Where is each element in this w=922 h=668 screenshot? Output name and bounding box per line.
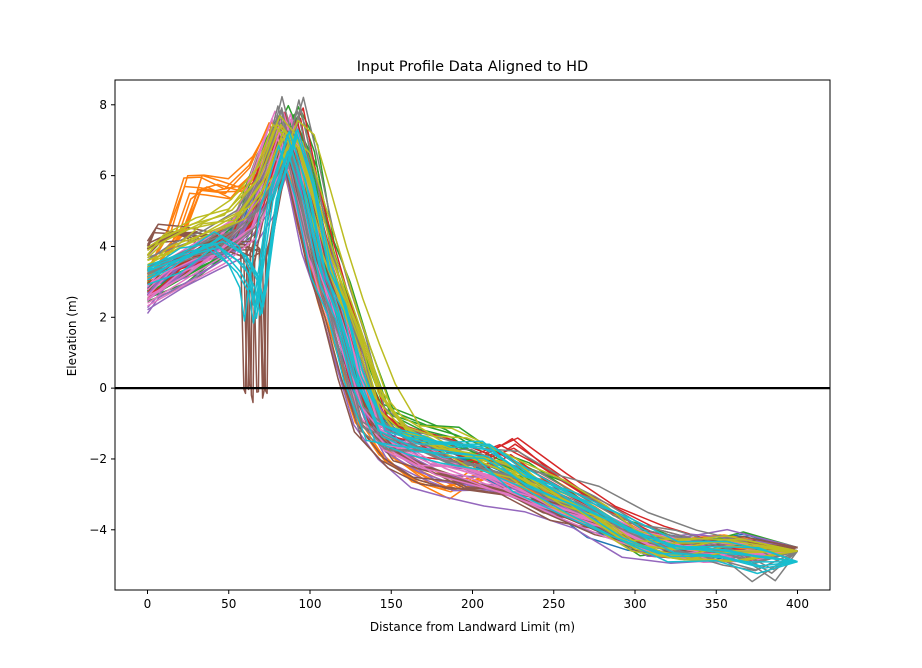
y-axis-label: Elevation (m) xyxy=(65,296,79,377)
y-tick-label: −4 xyxy=(89,523,107,537)
x-axis-label: Distance from Landward Limit (m) xyxy=(370,620,575,634)
chart-title: Input Profile Data Aligned to HD xyxy=(357,59,588,75)
series-line xyxy=(147,136,798,563)
series-line xyxy=(146,141,798,559)
y-tick-label: 6 xyxy=(99,169,107,183)
x-tick-label: 200 xyxy=(461,597,484,611)
x-tick-label: 0 xyxy=(144,597,152,611)
series-line xyxy=(147,145,798,567)
series-line xyxy=(147,150,798,575)
series-line xyxy=(147,144,798,570)
series-line xyxy=(146,138,798,563)
x-tick-label: 350 xyxy=(705,597,728,611)
y-tick-label: 4 xyxy=(99,239,107,253)
x-tick-label: 300 xyxy=(624,597,647,611)
axes: 0 50 100 150 200 250 300 350 400 −4 −2 0 2 4 6 8 xyxy=(89,79,831,611)
series-line xyxy=(146,123,798,552)
x-tick-label: 150 xyxy=(380,597,403,611)
y-tick-label: 0 xyxy=(99,381,107,395)
x-tick-label: 400 xyxy=(786,597,809,611)
series-line xyxy=(147,130,798,563)
x-tick-label: 50 xyxy=(221,597,236,611)
series-line xyxy=(147,130,798,563)
x-tick-label: 100 xyxy=(299,597,322,611)
y-tick-label: 8 xyxy=(99,98,107,112)
series-line xyxy=(147,128,798,563)
y-tick-label: −2 xyxy=(89,452,107,466)
series-line xyxy=(147,144,798,563)
series-line xyxy=(147,129,798,554)
x-tick-label: 250 xyxy=(542,597,565,611)
y-tick-label: 2 xyxy=(99,310,107,324)
plot-area xyxy=(115,95,830,583)
